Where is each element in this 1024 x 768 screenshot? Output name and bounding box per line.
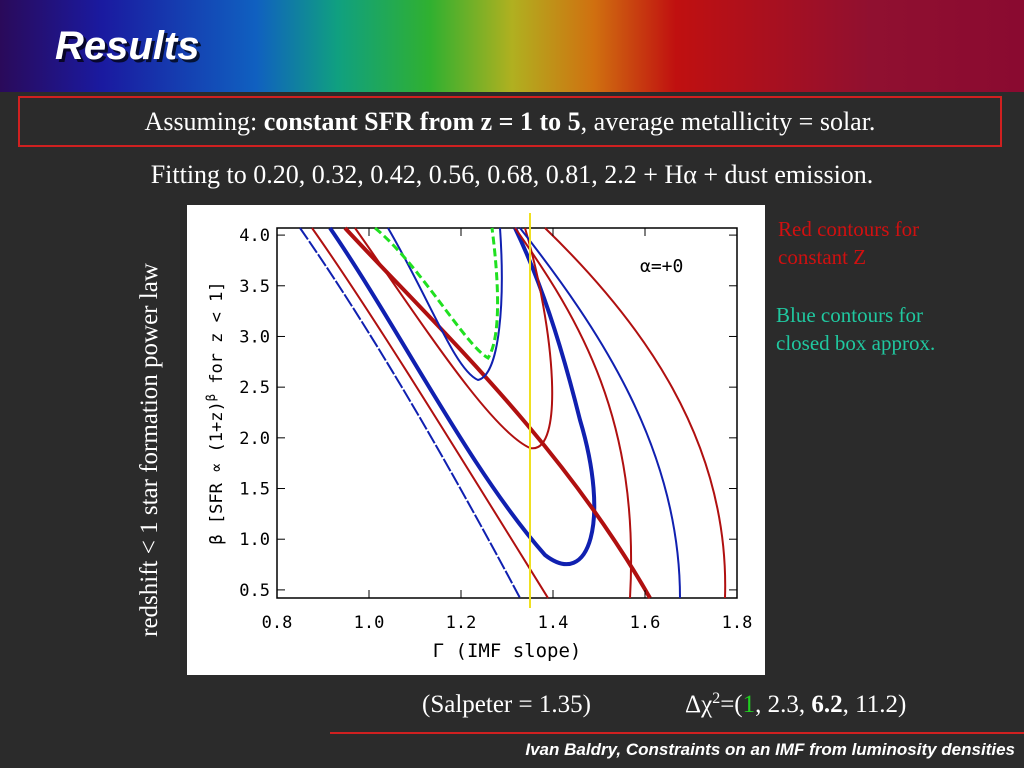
side-label: redshift < 1 star formation power law [136,263,163,637]
assumption-bold: constant SFR from z = 1 to 5 [264,107,581,136]
y-tick-label: 2.5 [239,378,270,398]
delta-chi-third: 6.2 [811,691,842,718]
delta-chi-rest: , 11.2) [843,691,907,718]
contour [328,226,597,567]
note-line: Red contours for [778,217,919,241]
y-tick-label: 2.0 [239,429,270,449]
y-tick-label: 1.5 [239,480,270,500]
note-line: Blue contours for [776,303,923,327]
x-tick-label: 1.0 [354,613,385,633]
y-tick-label: 0.5 [239,581,270,601]
x-axis-label: Γ (IMF slope) [433,640,582,662]
y-label-part: for z < 1] [207,281,227,394]
y-axis-label: β [SFR ∝ (1+z)β for z < 1] [204,281,227,544]
delta-chi-first: 1 [743,691,756,718]
delta-chi-sup: 2 [712,690,720,707]
spectrum-band [0,0,1024,92]
salpeter: (Salpeter = 1.35) [422,691,591,718]
contour [519,227,681,599]
title: Results [55,24,200,68]
x-tick-label: 1.4 [538,613,569,633]
assumption: Assuming: constant SFR from z = 1 to 5, … [145,107,876,136]
assumption-prefix: Assuming: [145,107,264,136]
note-red: Red contours for constant Z [778,217,919,269]
contour [374,226,500,360]
contour [299,227,521,599]
x-tick-label: 1.8 [722,613,753,633]
note-line: closed box approx. [776,331,935,355]
plot-panel [187,205,765,675]
contour [514,227,633,599]
assumption-suffix: , average metallicity = solar. [581,107,876,136]
delta-chi: Δχ2=(1, 2.3, 6.2, 11.2) [685,690,906,718]
x-tick-label: 1.6 [630,613,661,633]
y-tick-label: 3.5 [239,277,270,297]
plot-frame [276,227,738,599]
y-tick-label: 1.0 [239,530,270,550]
delta-chi-open: =( [720,691,742,718]
contour [311,227,549,599]
y-label-part: β [SFR ∝ (1+z) [207,401,227,544]
y-label-sup: β [204,394,218,401]
fitting: Fitting to 0.20, 0.32, 0.42, 0.56, 0.68,… [151,160,874,189]
title-shadow: Results [58,27,203,71]
contour [544,227,727,599]
note-line: constant Z [778,245,866,269]
x-tick-label: 1.2 [446,613,477,633]
contours [299,226,727,599]
plot: 0.8 1.0 1.2 1.4 1.6 1.8 0.5 1.0 1.5 2.0 2.5 3.0 3.5 4… [204,213,752,662]
note-blue: Blue contours for closed box approx. [776,303,935,355]
annotation: α=+0 [640,256,683,277]
assumption-box [18,96,1002,147]
delta-chi-symbol: Δχ [685,691,712,718]
footer: Ivan Baldry, Constraints on an IMF from … [525,740,1015,759]
delta-chi-sep: , 2.3, [755,691,811,718]
y-tick-label: 3.0 [239,327,270,347]
contour [387,227,503,382]
x-tick-label: 0.8 [262,613,293,633]
y-tick-label: 4.0 [239,226,270,246]
